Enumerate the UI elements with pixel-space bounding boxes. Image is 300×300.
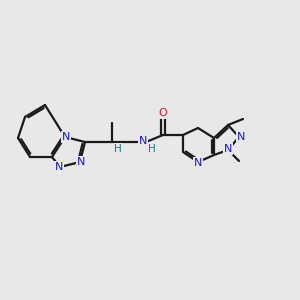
Text: N: N — [224, 144, 232, 154]
Text: O: O — [159, 108, 167, 118]
Text: N: N — [237, 132, 245, 142]
Text: N: N — [55, 162, 63, 172]
Text: H: H — [148, 144, 156, 154]
Text: N: N — [139, 136, 147, 146]
Text: N: N — [194, 158, 202, 168]
Text: H: H — [114, 144, 122, 154]
Text: N: N — [62, 132, 70, 142]
Text: N: N — [77, 157, 85, 167]
